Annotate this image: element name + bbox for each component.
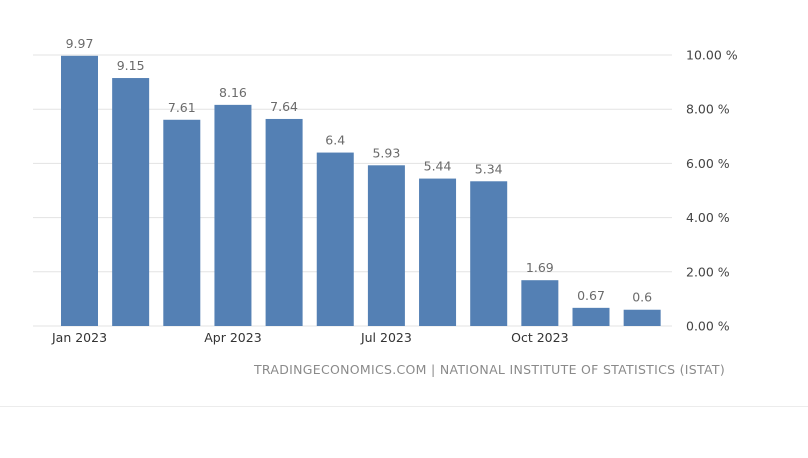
source-credit: TRADINGECONOMICS.COM | NATIONAL INSTITUT… bbox=[253, 362, 725, 377]
y-tick-label: 2.00 % bbox=[686, 264, 730, 279]
x-tick-label: Oct 2023 bbox=[511, 330, 568, 345]
x-tick-label: Apr 2023 bbox=[204, 330, 261, 345]
y-axis-ticks: 0.00 % 2.00 % 4.00 % 6.00 % 8.00 % 10.00 % bbox=[686, 48, 738, 334]
y-tick-label: 6.00 % bbox=[686, 156, 730, 171]
bar-sep-2023 bbox=[470, 181, 508, 326]
bar-jul-2023 bbox=[367, 165, 405, 326]
bars bbox=[61, 55, 661, 327]
data-label: 0.6 bbox=[632, 290, 652, 305]
x-tick-label: Jul 2023 bbox=[360, 330, 412, 345]
x-tick-label: Jan 2023 bbox=[51, 330, 107, 345]
bar-mar-2023 bbox=[163, 119, 201, 326]
x-axis-ticks: Jan 2023 Apr 2023 Jul 2023 Oct 2023 bbox=[51, 330, 569, 345]
bar-dec-2023 bbox=[623, 309, 661, 326]
data-label: 9.15 bbox=[117, 58, 145, 73]
y-tick-label: 8.00 % bbox=[686, 102, 730, 117]
data-label: 5.93 bbox=[372, 145, 400, 160]
y-tick-label: 4.00 % bbox=[686, 210, 730, 225]
data-label: 1.69 bbox=[526, 260, 554, 275]
bar-apr-2023 bbox=[214, 104, 252, 326]
bar-jun-2023 bbox=[316, 152, 354, 326]
bar-aug-2023 bbox=[419, 178, 457, 326]
y-tick-label: 10.00 % bbox=[686, 48, 738, 63]
y-tick-label: 0.00 % bbox=[686, 319, 730, 334]
data-label: 5.34 bbox=[475, 161, 503, 176]
bar-jan-2023 bbox=[61, 55, 98, 327]
bar-nov-2023 bbox=[572, 307, 610, 326]
data-label: 8.16 bbox=[219, 85, 247, 100]
data-label: 0.67 bbox=[577, 288, 605, 303]
data-label: 5.44 bbox=[424, 159, 452, 174]
bar-feb-2023 bbox=[112, 78, 150, 326]
data-label: 7.64 bbox=[270, 99, 298, 114]
divider bbox=[0, 406, 808, 407]
bar-may-2023 bbox=[265, 118, 303, 327]
data-label: 7.61 bbox=[168, 100, 196, 115]
data-label: 6.4 bbox=[325, 133, 345, 148]
bar-oct-2023 bbox=[521, 280, 559, 326]
data-label: 9.97 bbox=[66, 36, 94, 51]
data-labels: 9.97 9.15 7.61 8.16 7.64 6.4 5.93 5.44 5.34 1.69 0… bbox=[66, 36, 653, 305]
